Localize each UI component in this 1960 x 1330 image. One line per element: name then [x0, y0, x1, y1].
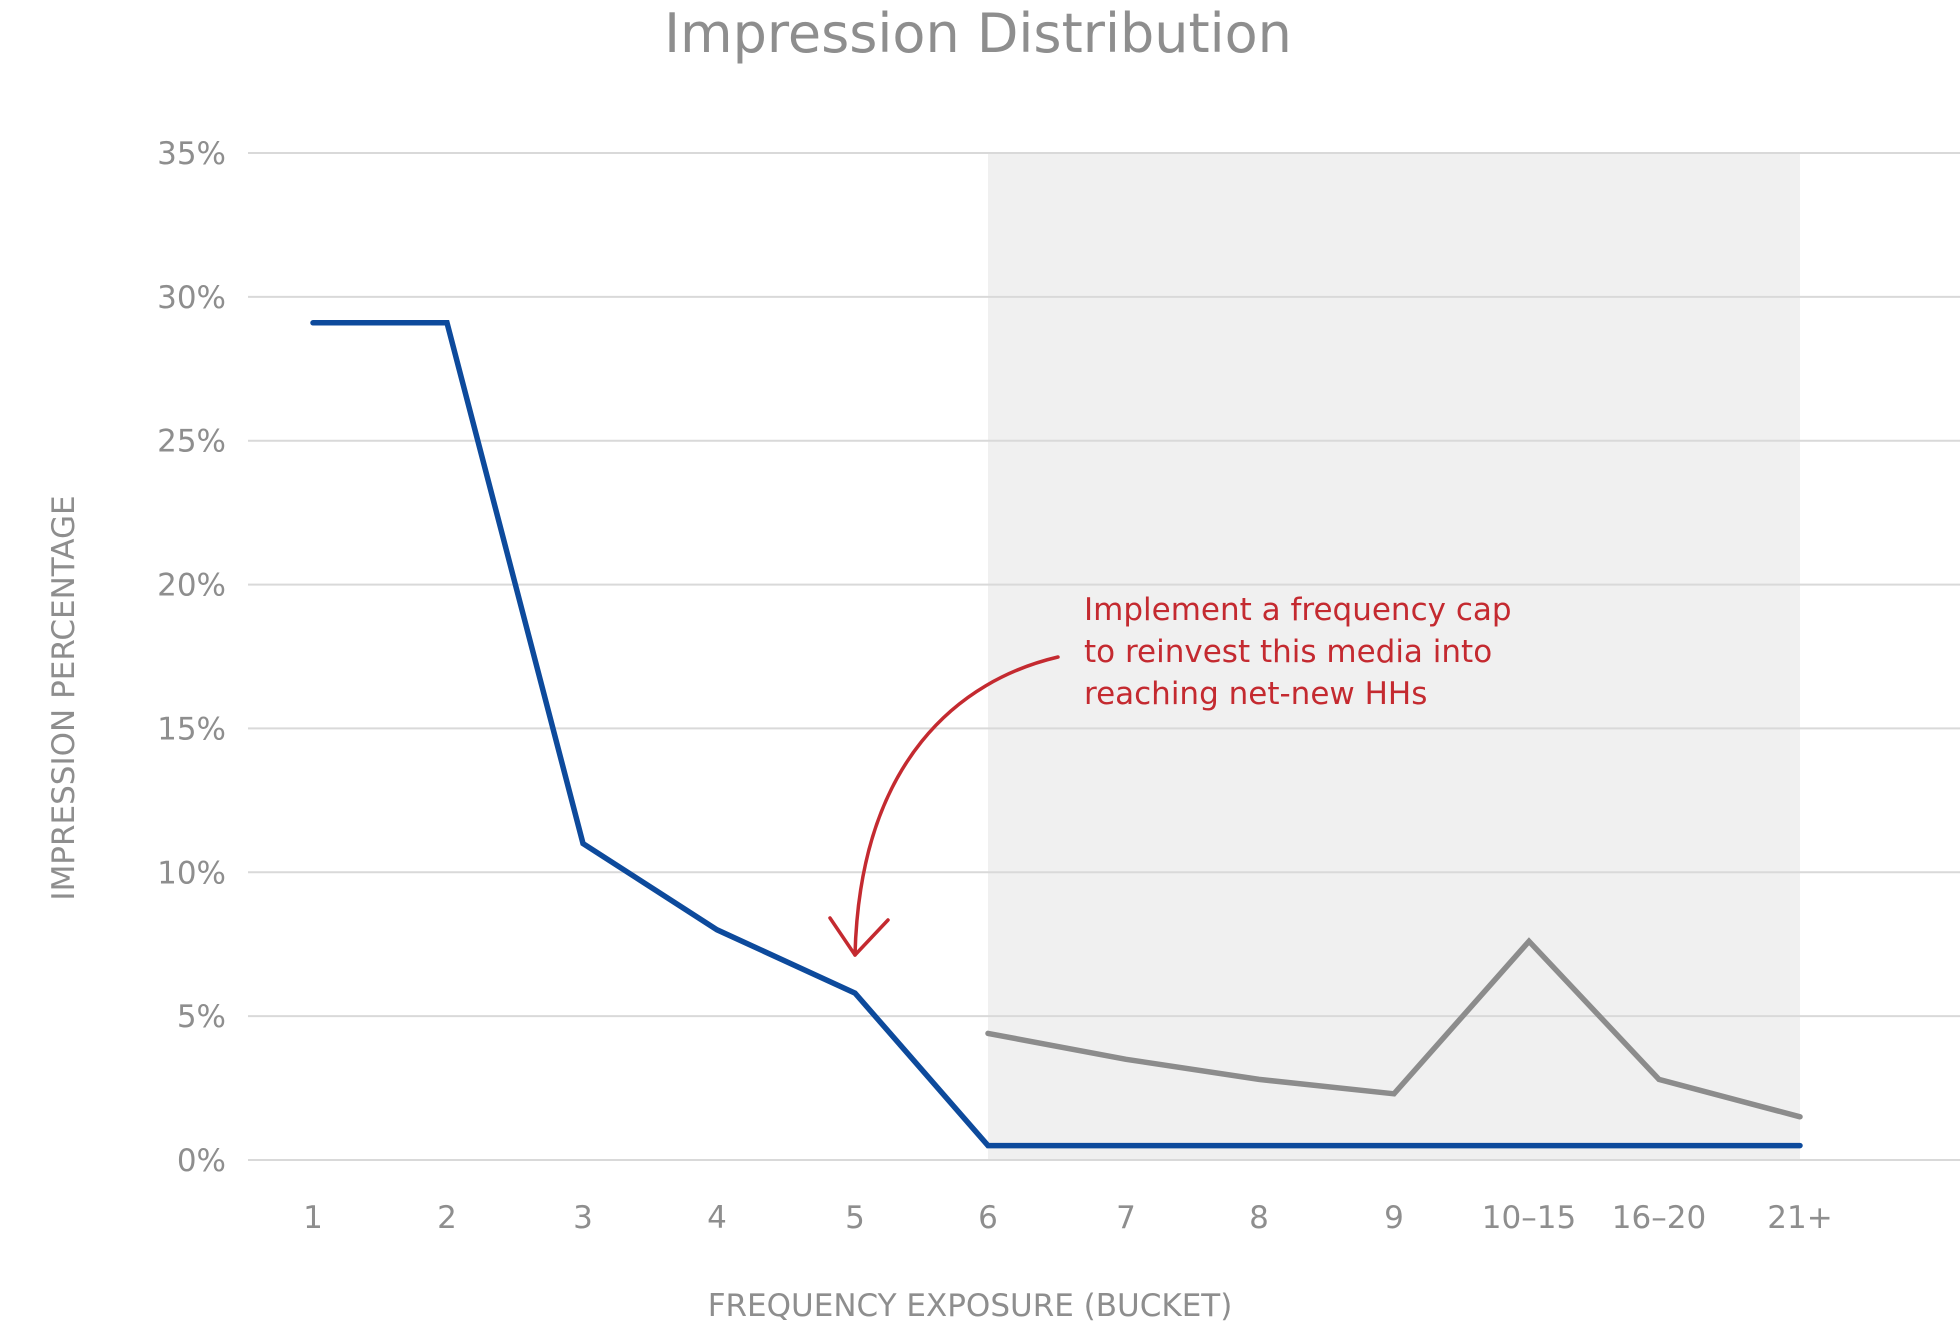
annotation-line-2: to reinvest this media into	[1084, 634, 1492, 670]
x-tick-label: 3	[573, 1200, 593, 1236]
x-tick-label: 2	[437, 1200, 457, 1236]
x-tick-label: 7	[1116, 1200, 1136, 1236]
y-axis-ticks: 0% 5% 10% 15% 20% 25% 30% 35%	[157, 136, 226, 1179]
y-tick-label: 15%	[157, 711, 226, 747]
gridlines	[248, 152, 1960, 1161]
y-tick-label: 20%	[157, 568, 226, 604]
series-line	[310, 320, 1803, 1149]
y-tick-label: 5%	[177, 999, 226, 1035]
x-axis-title: FREQUENCY EXPOSURE (BUCKET)	[708, 1288, 1233, 1324]
y-tick-label: 35%	[157, 136, 226, 172]
y-tick-label: 0%	[177, 1143, 226, 1179]
annotation-line-1: Implement a frequency cap	[1084, 592, 1512, 628]
y-tick-label: 25%	[157, 424, 226, 460]
x-tick-label: 1	[303, 1200, 323, 1236]
annotation: Implement a frequency cap to reinvest th…	[828, 592, 1512, 957]
series-line	[985, 937, 1803, 1120]
x-tick-label: 9	[1384, 1200, 1404, 1236]
x-tick-label: 21+	[1767, 1200, 1832, 1236]
curved-arrow-icon	[828, 655, 1060, 957]
x-tick-label: 10–15	[1482, 1200, 1576, 1236]
shaded-region	[988, 153, 1800, 1160]
x-tick-label: 6	[978, 1200, 998, 1236]
annotation-line-3: reaching net-new HHs	[1084, 676, 1427, 712]
x-tick-label: 8	[1249, 1200, 1269, 1236]
x-tick-label: 16–20	[1612, 1200, 1706, 1236]
chart-title: Impression Distribution	[664, 2, 1292, 65]
y-tick-label: 30%	[157, 280, 226, 316]
x-axis-ticks: 1 2 3 4 5 6 7 8 9 10–15 16–20 21+	[303, 1200, 1833, 1236]
x-tick-label: 4	[707, 1200, 727, 1236]
y-axis-title: IMPRESSION PERCENTAGE	[46, 495, 82, 900]
y-tick-label: 10%	[157, 855, 226, 891]
x-tick-label: 5	[845, 1200, 865, 1236]
line-series	[310, 320, 1803, 1149]
